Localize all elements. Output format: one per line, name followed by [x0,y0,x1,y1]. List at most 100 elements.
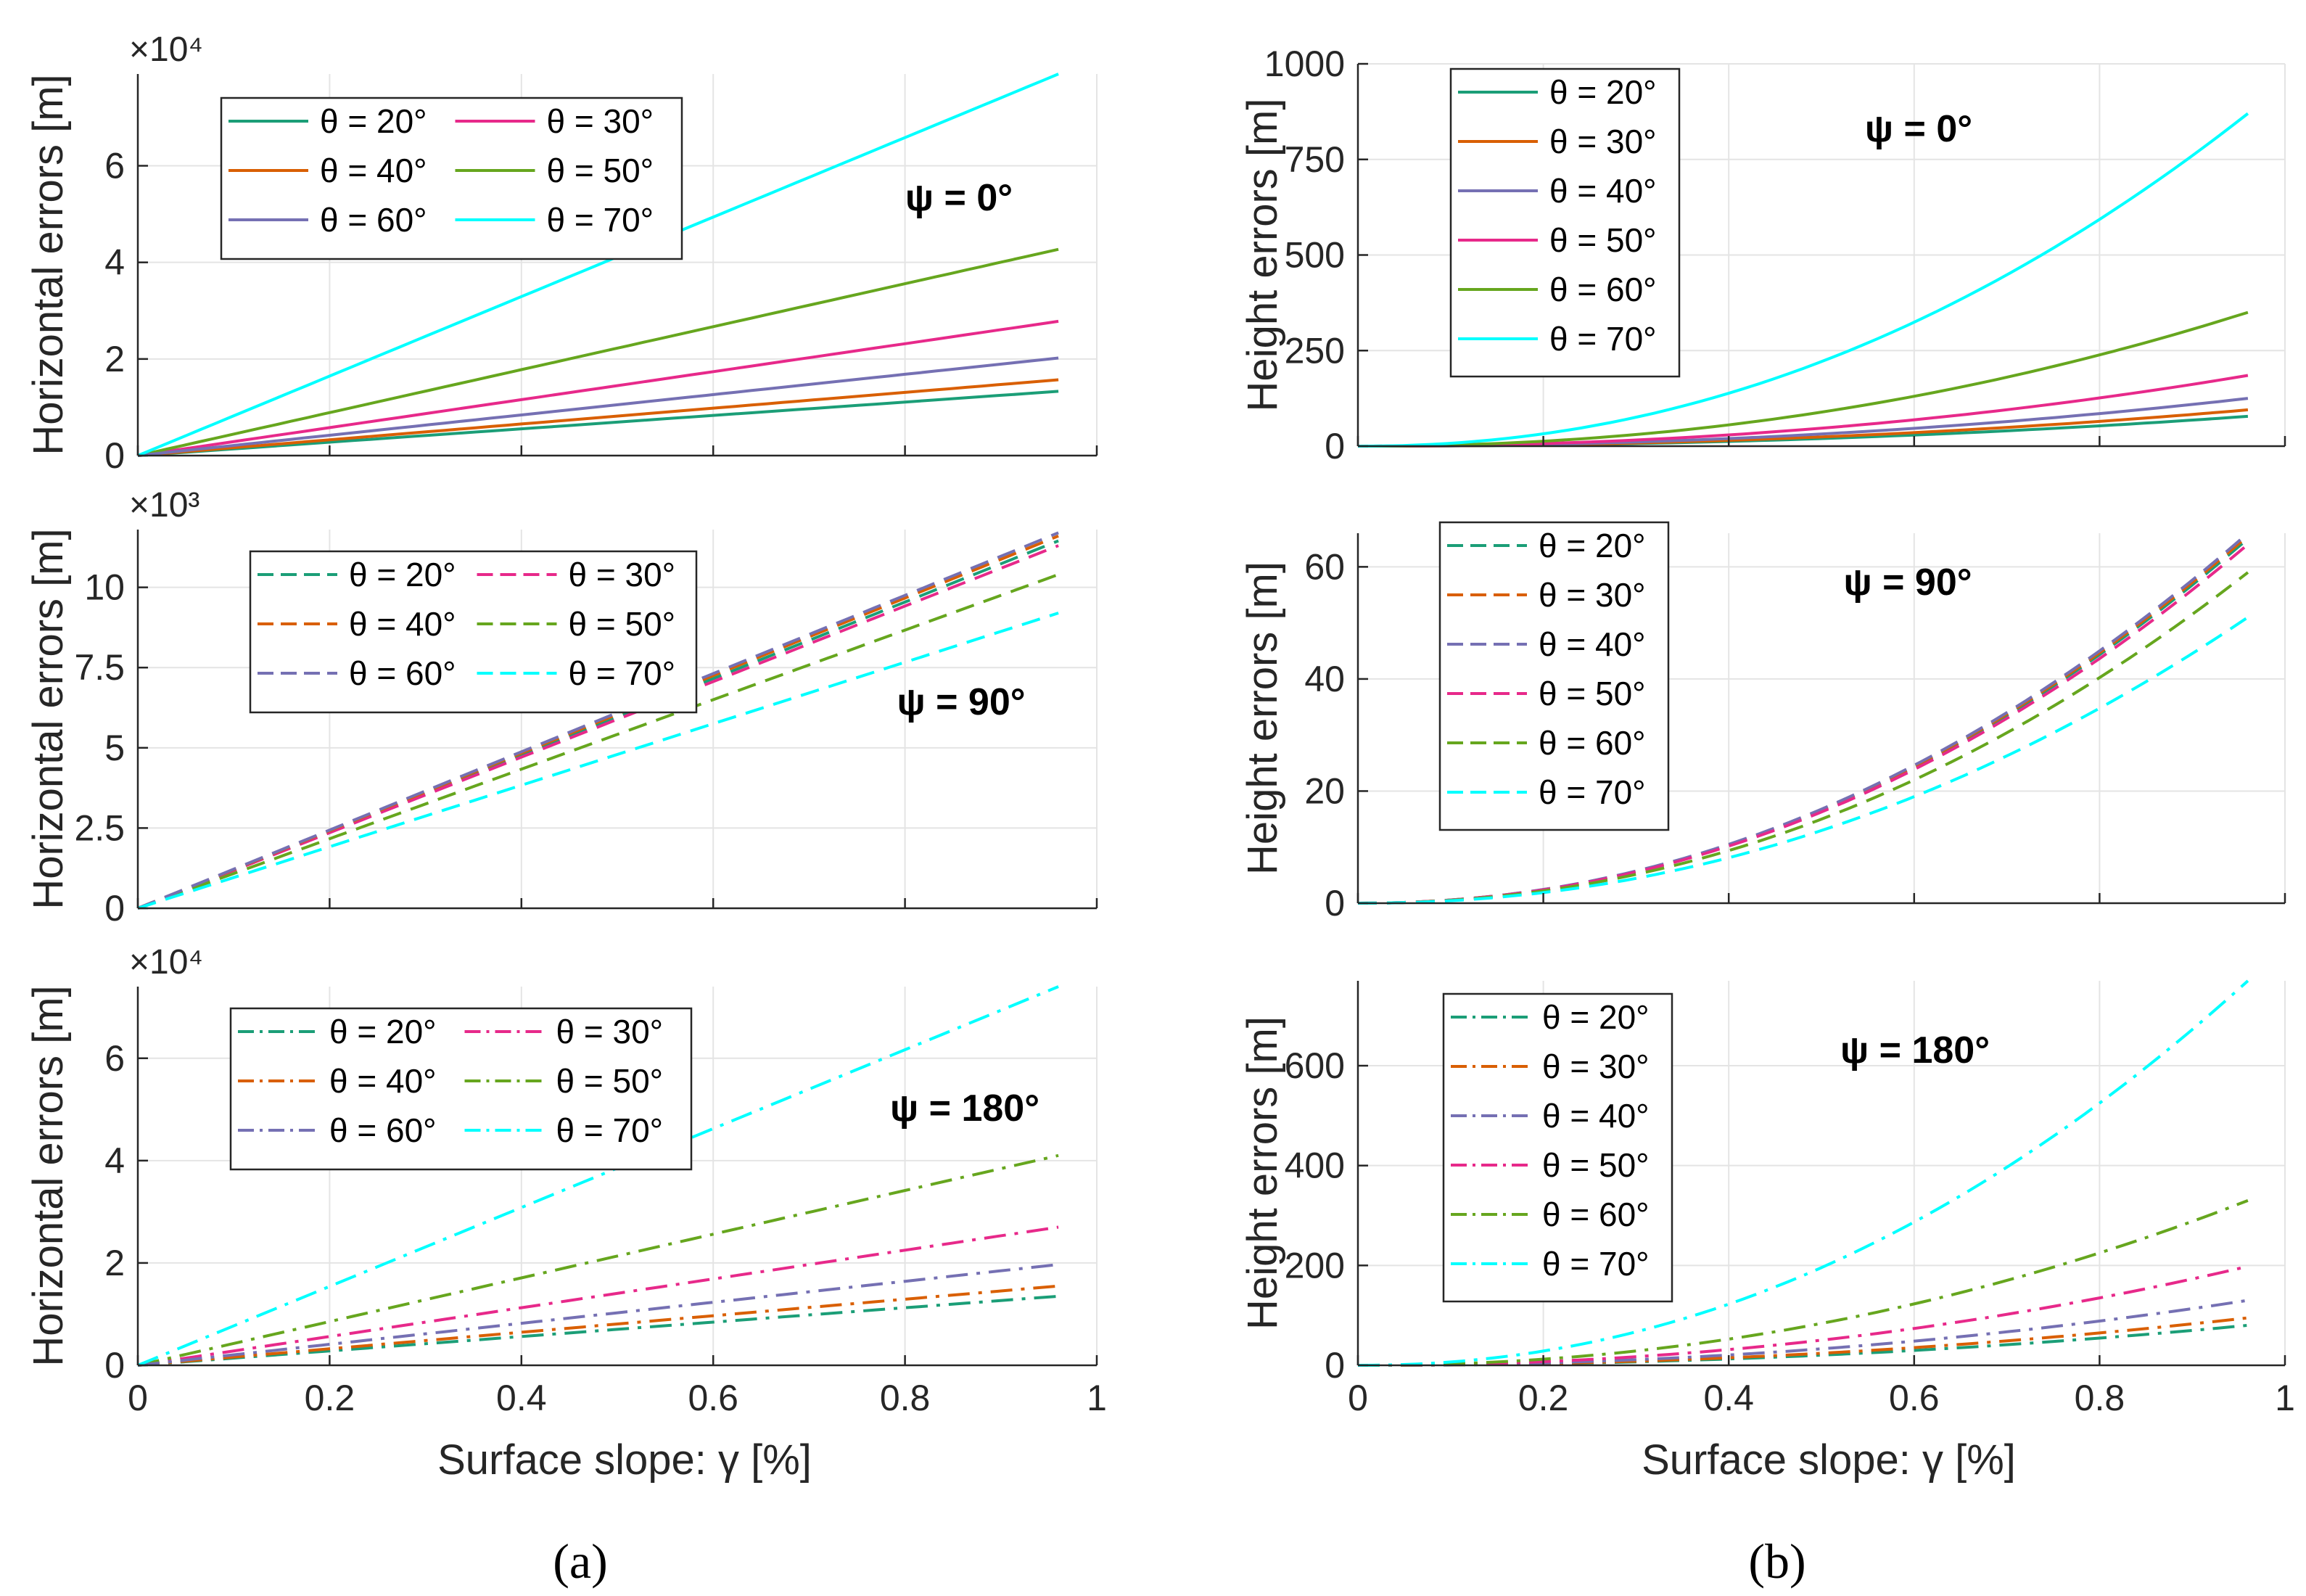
x-tick-label: 1 [1087,1378,1107,1418]
legend-label-4: θ = 50° [569,605,676,643]
legend-label-1: θ = 20° [1549,73,1657,111]
y-tick-label: 0 [104,1345,125,1386]
y-tick-label: 6 [104,1038,125,1079]
legend-label-1: θ = 20° [349,556,456,593]
psi-annotation: ψ = 0° [905,177,1013,219]
series-line-5 [137,531,1059,910]
legend-label-6: θ = 70° [547,201,654,239]
legend-box [1449,67,1681,378]
legend-box [249,550,698,714]
x-tick-label: 1 [2275,1378,2295,1418]
y-tick-label: 2 [104,1243,125,1283]
y-axis-label: Horizontal errors [m] [25,528,72,909]
y-tick-label: 2 [104,339,125,379]
plots-group: 0 2 4 6 ×10⁴ Horizontal errors [m] ψ = 0° θ = 2… [25,30,2295,1484]
series-line-3 [137,1284,1059,1367]
legend-label-2: θ = 30° [1542,1048,1650,1085]
series-line-2 [137,319,1059,457]
series-line-1 [137,1294,1059,1367]
legend-label-5: θ = 60° [1542,1196,1650,1233]
series-line-6 [137,612,1059,910]
y-tick-label: 4 [104,1140,125,1181]
legend-box [220,96,683,260]
x-tick-label: 0 [1348,1378,1368,1418]
legend-label-6: θ = 70° [569,654,676,692]
series-line-5 [1358,310,2249,448]
legend-label-3: θ = 40° [320,152,427,189]
series-line-3 [137,534,1059,910]
y-tick-label: 500 [1285,235,1345,276]
legend-label-3: θ = 40° [1539,625,1646,663]
legend-label-5: θ = 60° [1549,271,1657,308]
legend-box [1442,992,1673,1303]
series-line-4 [1358,1264,2249,1367]
panel-label-b: (b) [1748,1534,1805,1589]
legend: θ = 20° θ = 30° θ = 40° θ = 50° θ = 60° θ = 7… [1442,992,1673,1303]
y-tick-label: 40 [1304,659,1345,699]
y-tick-label: 0 [104,888,125,929]
series-line-6 [1357,979,2249,1367]
legend-label-2: θ = 30° [1539,576,1646,614]
psi-annotation: ψ = 90° [897,681,1025,723]
legend-box [229,1007,693,1171]
axis-multiplier: ×10⁴ [129,30,203,69]
legend-label-5: θ = 60° [329,1111,437,1149]
legend-label-6: θ = 70° [1549,320,1657,358]
chart-a-psi0: 0 2 4 6 ×10⁴ Horizontal errors [m] ψ = 0° θ = 2… [25,30,1098,476]
legend-label-4: θ = 50° [1539,675,1646,712]
y-tick-label: 0 [1325,883,1345,924]
x-axis-label: Surface slope: γ [%] [437,1436,812,1484]
y-axis-label: Height errors [m] [1239,562,1286,875]
y-tick-label: 0 [1325,426,1345,466]
chart-a-psi90: 0 2.5 5 7.5 10 ×10³ Horizontal errors [m] ψ = 9… [25,486,1098,929]
panel-label-a: (a) [553,1534,607,1589]
psi-annotation: ψ = 180° [890,1087,1039,1130]
x-axis-label: Surface slope: γ [%] [1642,1436,2016,1484]
legend: θ = 20° θ = 30° θ = 40° θ = 50° θ = 60° θ = 7… [1438,521,1670,831]
series-line-6 [1357,112,2249,448]
legend-label-2: θ = 30° [1549,123,1657,160]
y-tick-label: 4 [104,242,125,283]
y-tick-label: 5 [104,728,125,768]
x-tick-label: 0 [128,1378,148,1418]
x-tick-label: 0.4 [496,1378,547,1418]
legend-label-4: θ = 50° [1542,1146,1650,1184]
series-line-4 [137,573,1059,910]
legend-label-3: θ = 40° [349,605,456,643]
legend-label-1: θ = 20° [329,1013,437,1050]
y-axis-label: Horizontal errors [m] [25,74,72,455]
legend-label-5: θ = 60° [320,201,427,239]
series-line-6 [137,73,1059,457]
y-tick-label: 6 [104,146,125,186]
legend-label-4: θ = 50° [1549,221,1657,259]
y-tick-label: 200 [1285,1245,1345,1286]
y-tick-label: 600 [1285,1045,1345,1086]
y-tick-label: 10 [84,567,125,608]
legend-label-6: θ = 70° [1542,1245,1650,1283]
series-line-2 [137,1225,1059,1367]
series-line-6 [1357,616,2249,905]
series-line-6 [137,985,1059,1367]
legend-box [1438,521,1670,831]
legend-label-1: θ = 20° [1542,998,1650,1036]
chart-b-psi0: 0 250 500 750 1000 Height errors [m] ψ = 0° θ =… [1239,44,2286,466]
y-axis-label: Horizontal errors [m] [25,985,72,1366]
legend-label-3: θ = 40° [329,1062,437,1100]
y-tick-label: 7.5 [74,647,125,688]
psi-annotation: ψ = 0° [1865,108,1972,150]
x-tick-label: 0.6 [1889,1378,1940,1418]
series-line-1 [137,539,1059,910]
x-tick-label: 0.4 [1703,1378,1754,1418]
y-tick-label: 1000 [1264,44,1345,84]
series-line-5 [137,356,1059,457]
y-axis-label: Height errors [m] [1239,99,1286,412]
legend-label-4: θ = 50° [556,1062,664,1100]
series-line-2 [137,544,1059,910]
legend-label-2: θ = 30° [547,102,654,140]
y-tick-label: 0 [1325,1345,1345,1386]
legend-label-1: θ = 20° [1539,527,1646,564]
series-line-5 [1358,1199,2249,1367]
